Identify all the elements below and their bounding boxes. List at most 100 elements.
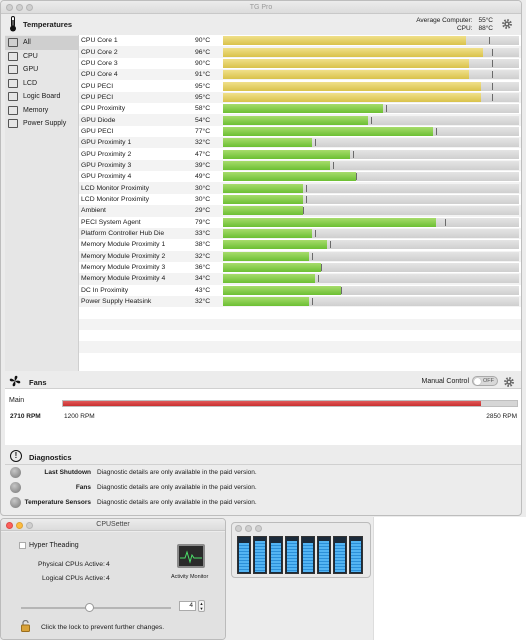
sensor-row[interactable]: CPU PECI 95°C [79, 80, 521, 91]
max-temperature-marker [492, 93, 493, 101]
sensor-value: 38°C [195, 241, 211, 249]
sensor-row[interactable]: CPU Core 4 91°C [79, 69, 521, 81]
empty-row [79, 307, 521, 318]
temperature-bar [223, 36, 519, 46]
sensor-value: 58°C [195, 105, 211, 113]
fan-max-rpm: 2850 RPM [486, 413, 517, 420]
diagnostics-title: Diagnostics [29, 453, 72, 462]
temperature-bar-fill [223, 285, 341, 295]
sensor-value: 32°C [195, 252, 211, 260]
sidebar-item-all[interactable]: All [5, 36, 78, 50]
sensor-value: 34°C [195, 275, 211, 283]
cpu-core-meter [253, 536, 267, 574]
logical-cpus-label: Logical CPUs Active: [42, 575, 106, 582]
diagnostic-row: Last Shutdown Diagnostic details are only… [5, 465, 521, 480]
sensor-row[interactable]: GPU Proximity 3 39°C [79, 159, 521, 172]
sensor-row[interactable]: GPU Diode 54°C [79, 114, 521, 126]
temperature-bar-fill [223, 47, 483, 57]
hyper-threading-checkbox[interactable]: Hyper Theading [19, 542, 79, 549]
fans-header: Fans Manual Control OFF [5, 373, 521, 389]
sensor-row[interactable]: CPU Core 1 90°C [79, 35, 521, 46]
cpu-core-meter [317, 536, 331, 574]
temperature-bar [223, 206, 519, 216]
temperature-bar [223, 183, 519, 193]
close-button[interactable] [6, 4, 13, 11]
sensor-row[interactable]: Memory Module Proximity 4 34°C [79, 273, 521, 285]
sidebar-item-label: LCD [23, 79, 38, 87]
close-button[interactable] [235, 525, 242, 532]
empty-row [79, 318, 521, 330]
sensor-value: 33°C [195, 230, 211, 238]
temperature-bar [223, 251, 519, 261]
sensor-row[interactable]: GPU Proximity 1 32°C [79, 137, 521, 149]
gear-icon[interactable] [501, 18, 513, 30]
max-temperature-marker [330, 241, 331, 249]
sensor-row[interactable]: PECI System Agent 79°C [79, 217, 521, 228]
close-button[interactable] [6, 522, 13, 529]
gpu-icon [8, 65, 18, 75]
activity-monitor-icon[interactable] [177, 544, 205, 568]
window-controls [235, 525, 262, 532]
sensor-row[interactable]: Memory Module Proximity 1 38°C [79, 239, 521, 250]
minimize-button[interactable] [245, 525, 252, 532]
manual-control-toggle[interactable]: OFF [472, 376, 498, 386]
avg-computer-label: Average Computer: [416, 17, 473, 24]
all-icon [8, 38, 18, 48]
diagnostics-header: ! Diagnostics [5, 447, 521, 465]
gear-icon[interactable] [503, 376, 515, 388]
sensor-value: 49°C [195, 173, 211, 181]
sensor-row[interactable]: LCD Monitor Proximity 30°C [79, 194, 521, 205]
sensor-row[interactable]: CPU Core 3 90°C [79, 58, 521, 69]
zoom-button[interactable] [26, 4, 33, 11]
checkbox-box[interactable] [19, 542, 26, 549]
sensor-row[interactable]: CPU Proximity 58°C [79, 103, 521, 114]
sensor-value: 36°C [195, 264, 211, 272]
sensor-row[interactable]: LCD Monitor Proximity 30°C [79, 182, 521, 194]
sensor-category-sidebar: All CPU GPU LCD Logic Board Memory Power Suppl… [5, 35, 79, 371]
window-title: TG Pro [249, 4, 273, 11]
sensor-row[interactable]: Ambient 29°C [79, 205, 521, 217]
temperature-bar-fill [223, 229, 312, 239]
sidebar-item-logic-board[interactable]: Logic Board [5, 90, 78, 104]
sensor-value: 30°C [195, 195, 211, 203]
cpu-count-field[interactable]: 4 [179, 601, 196, 611]
minimize-button[interactable] [16, 522, 23, 529]
sensor-row[interactable]: Platform Controller Hub Die 33°C [79, 227, 521, 240]
zoom-button[interactable] [26, 522, 33, 529]
lock-icon[interactable] [21, 620, 30, 632]
sidebar-item-power-supply[interactable]: Power Supply [5, 117, 78, 131]
cpu-core-meter [269, 536, 283, 574]
sidebar-item-gpu[interactable]: GPU [5, 63, 78, 77]
sensor-row[interactable]: CPU PECI 95°C [79, 91, 521, 104]
sensor-row[interactable]: Power Supply Heatsink 32°C [79, 295, 521, 308]
sensor-row[interactable]: Memory Module Proximity 3 36°C [79, 262, 521, 273]
power-icon [8, 119, 18, 129]
logic-board-icon [8, 92, 18, 102]
average-readout: Average Computer: 55°C CPU: 88°C [416, 17, 493, 33]
sensor-row[interactable]: GPU Proximity 2 47°C [79, 148, 521, 159]
status-indicator-icon [10, 467, 21, 478]
memory-icon [8, 105, 18, 115]
sensor-row[interactable]: GPU Proximity 4 49°C [79, 171, 521, 182]
sensor-value: 95°C [195, 82, 211, 90]
sensor-row[interactable]: CPU Core 2 96°C [79, 46, 521, 58]
sensor-row[interactable]: Memory Module Proximity 2 32°C [79, 250, 521, 262]
temperature-bar [223, 160, 519, 170]
diagnostic-row: Temperature Sensors Diagnostic details ar… [5, 495, 521, 510]
sensor-row[interactable]: GPU PECI 77°C [79, 126, 521, 137]
sensor-row[interactable]: DC In Proximity 43°C [79, 285, 521, 296]
max-temperature-marker [356, 173, 357, 181]
sidebar-item-memory[interactable]: Memory [5, 104, 78, 118]
temperature-bar-fill [223, 206, 303, 216]
minimize-button[interactable] [16, 4, 23, 11]
zoom-button[interactable] [255, 525, 262, 532]
max-temperature-marker [306, 184, 307, 192]
cpu-count-slider[interactable] [21, 603, 171, 612]
slider-knob[interactable] [84, 603, 94, 612]
sidebar-item-cpu[interactable]: CPU [5, 50, 78, 64]
sidebar-item-lcd[interactable]: LCD [5, 77, 78, 91]
cpu-count-stepper[interactable]: ▲ ▼ [198, 600, 205, 612]
lock-text: Click the lock to prevent further change… [41, 624, 165, 631]
temperature-bar-fill [223, 160, 330, 170]
sensor-name: Platform Controller Hub Die [81, 230, 165, 238]
